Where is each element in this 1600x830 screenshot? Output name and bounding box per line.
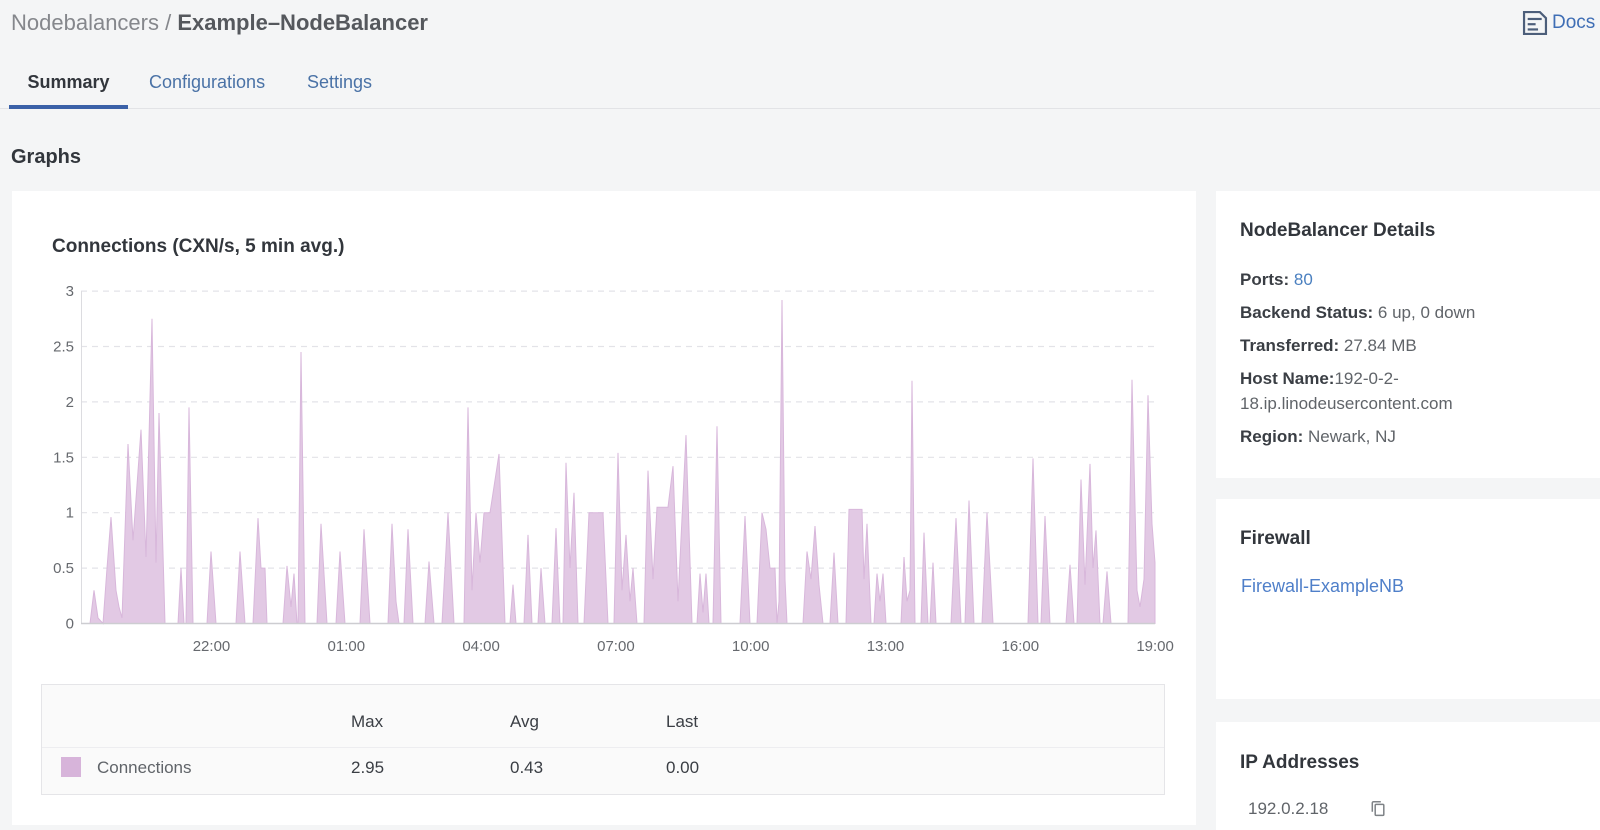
svg-text:2.5: 2.5 (53, 339, 74, 356)
svg-text:13:00: 13:00 (867, 638, 905, 655)
svg-text:0: 0 (66, 616, 74, 633)
svg-text:22:00: 22:00 (193, 638, 231, 655)
svg-text:19:00: 19:00 (1136, 638, 1174, 655)
svg-text:2: 2 (66, 394, 74, 411)
svg-text:1.5: 1.5 (53, 449, 74, 466)
svg-text:01:00: 01:00 (328, 638, 366, 655)
svg-text:10:00: 10:00 (732, 638, 770, 655)
svg-text:3: 3 (66, 283, 74, 300)
svg-text:0.5: 0.5 (53, 560, 74, 577)
svg-text:1: 1 (66, 505, 74, 522)
svg-text:04:00: 04:00 (462, 638, 500, 655)
svg-text:16:00: 16:00 (1002, 638, 1040, 655)
svg-text:07:00: 07:00 (597, 638, 635, 655)
